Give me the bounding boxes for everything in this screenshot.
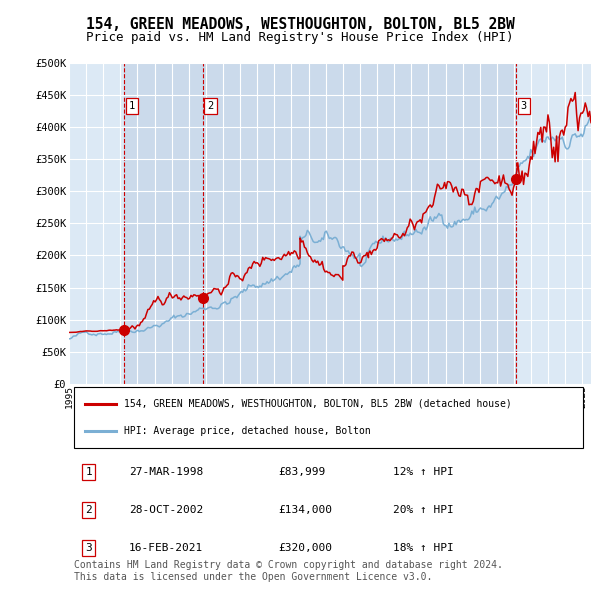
Text: 28-OCT-2002: 28-OCT-2002 <box>129 505 203 515</box>
Text: 3: 3 <box>521 101 527 112</box>
Text: 1: 1 <box>85 467 92 477</box>
Text: 20% ↑ HPI: 20% ↑ HPI <box>392 505 454 515</box>
Text: 1: 1 <box>129 101 135 112</box>
Text: 2: 2 <box>85 505 92 515</box>
Text: HPI: Average price, detached house, Bolton: HPI: Average price, detached house, Bolt… <box>124 426 371 436</box>
Text: 12% ↑ HPI: 12% ↑ HPI <box>392 467 454 477</box>
Text: 154, GREEN MEADOWS, WESTHOUGHTON, BOLTON, BL5 2BW (detached house): 154, GREEN MEADOWS, WESTHOUGHTON, BOLTON… <box>124 399 512 409</box>
Text: 18% ↑ HPI: 18% ↑ HPI <box>392 543 454 553</box>
Bar <box>203 63 516 384</box>
Text: £134,000: £134,000 <box>278 505 332 515</box>
Text: Price paid vs. HM Land Registry's House Price Index (HPI): Price paid vs. HM Land Registry's House … <box>86 31 514 44</box>
Text: £320,000: £320,000 <box>278 543 332 553</box>
Bar <box>124 63 203 384</box>
FancyBboxPatch shape <box>74 386 583 448</box>
Text: 2: 2 <box>208 101 214 112</box>
Text: Contains HM Land Registry data © Crown copyright and database right 2024.
This d: Contains HM Land Registry data © Crown c… <box>74 560 503 582</box>
Text: 154, GREEN MEADOWS, WESTHOUGHTON, BOLTON, BL5 2BW: 154, GREEN MEADOWS, WESTHOUGHTON, BOLTON… <box>86 17 514 31</box>
Text: 3: 3 <box>85 543 92 553</box>
Text: £83,999: £83,999 <box>278 467 325 477</box>
Text: 16-FEB-2021: 16-FEB-2021 <box>129 543 203 553</box>
Text: 27-MAR-1998: 27-MAR-1998 <box>129 467 203 477</box>
